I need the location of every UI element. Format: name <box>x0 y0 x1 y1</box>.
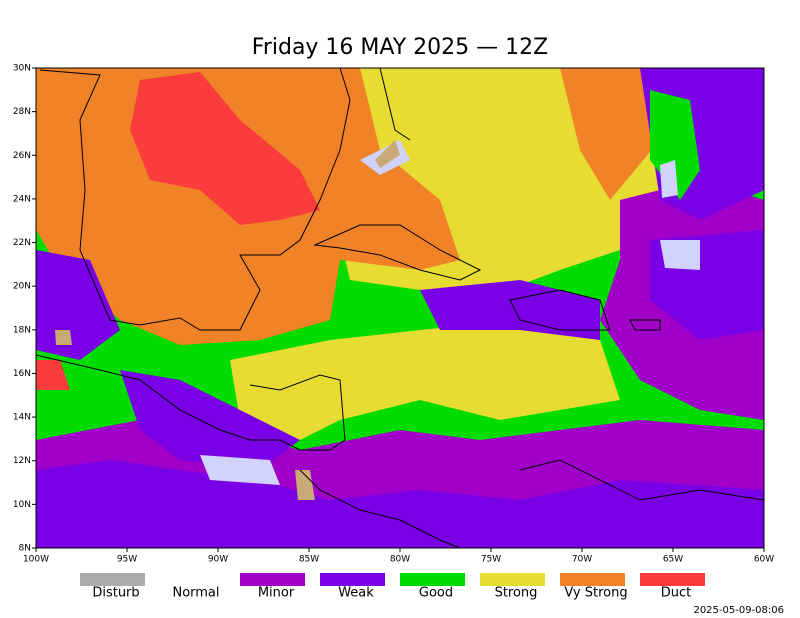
lon-label: 95W <box>117 555 137 565</box>
lon-label: 75W <box>481 555 501 565</box>
legend: Disturb Normal Minor Weak Good Strong Vy Stron… <box>80 573 705 601</box>
lat-label: 14N <box>13 413 31 423</box>
legend-swatch <box>320 573 385 586</box>
lon-label: 60W <box>754 555 774 565</box>
legend-swatch <box>480 573 545 586</box>
coastlines <box>35 67 765 549</box>
lat-label: 24N <box>13 194 31 204</box>
legend-label: Weak <box>338 586 374 601</box>
legend-label: Minor <box>258 586 295 601</box>
lon-label: 85W <box>299 555 319 565</box>
lat-label: 28N <box>13 107 31 117</box>
legend-label: Good <box>419 586 453 601</box>
lat-label: 12N <box>13 456 31 466</box>
legend-label: Strong <box>495 586 538 601</box>
lat-label: 18N <box>13 325 31 335</box>
legend-swatch <box>80 573 145 586</box>
legend-label: Vy Strong <box>564 586 627 601</box>
lat-label: 10N <box>13 500 31 510</box>
lat-label: 16N <box>13 369 31 379</box>
lat-label: 8N <box>19 544 31 554</box>
propagation-field <box>36 68 764 548</box>
lon-label: 70W <box>572 555 592 565</box>
lon-label: 65W <box>663 555 683 565</box>
legend-swatch <box>400 573 465 586</box>
legend-swatch <box>560 573 625 586</box>
lon-label: 100W <box>23 555 49 565</box>
lat-label: 26N <box>13 151 31 161</box>
legend-label: Duct <box>661 586 692 601</box>
lon-label: 80W <box>390 555 410 565</box>
legend-label: Disturb <box>92 586 139 601</box>
timestamp: 2025-05-09-08:06 <box>693 605 784 616</box>
lat-label: 20N <box>13 282 31 292</box>
lon-label: 90W <box>208 555 228 565</box>
legend-swatch <box>240 573 305 586</box>
legend-label: Normal <box>172 586 219 601</box>
legend-swatch <box>640 573 705 586</box>
lat-label: 22N <box>13 238 31 248</box>
lat-label: 30N <box>13 64 31 74</box>
map-title: Friday 16 MAY 2025 — 12Z <box>252 35 548 60</box>
